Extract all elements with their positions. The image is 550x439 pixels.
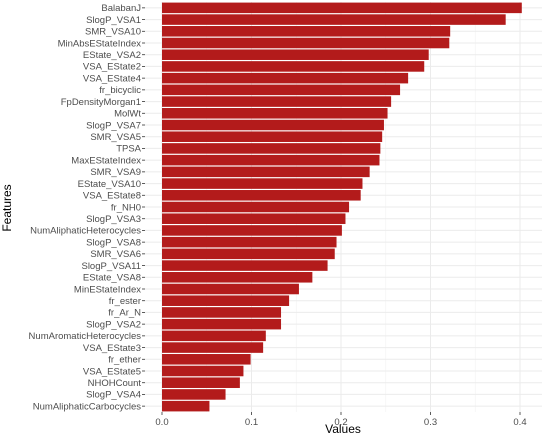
y-tick-label: VSA_EState4 xyxy=(83,73,141,84)
y-tick-label: SMR_VSA6 xyxy=(90,249,141,260)
bar-numaliphaticheterocycles xyxy=(162,225,342,236)
y-tick-label: MinEStateIndex xyxy=(74,284,141,295)
bar-slogp-vsa4 xyxy=(162,389,226,400)
y-axis-title: Features xyxy=(0,184,14,231)
bar-estate-vsa2 xyxy=(162,49,429,60)
y-tick-label: SlogP_VSA8 xyxy=(86,237,141,248)
bar-minestateindex xyxy=(162,283,299,295)
y-tick-label: SlogP_VSA3 xyxy=(86,214,141,225)
x-tick-label: 0.3 xyxy=(424,417,437,428)
y-tick-label: NumAromaticHeterocycles xyxy=(29,331,142,342)
bar-fr-nh0 xyxy=(162,201,350,213)
bar-fr-ar-n xyxy=(162,307,282,318)
bar-numaliphaticcarbocycles xyxy=(162,400,210,412)
y-tick-label: fr_NH0 xyxy=(111,202,141,213)
bar-slogp-vsa3 xyxy=(162,213,346,224)
bar-slogp-vsa1 xyxy=(162,14,506,25)
y-tick-label: BalabanJ xyxy=(101,3,141,14)
y-tick-label: VSA_EState5 xyxy=(83,366,141,377)
y-tick-label: SlogP_VSA1 xyxy=(86,15,141,26)
y-tick-label: NumAliphaticCarbocycles xyxy=(33,401,141,412)
y-tick-label: VSA_EState8 xyxy=(83,191,141,202)
bar-maxestateindex xyxy=(162,154,380,166)
y-tick-label: EState_VSA2 xyxy=(83,50,141,61)
y-tick-label: EState_VSA8 xyxy=(83,273,141,284)
y-tick-label: FpDensityMorgan1 xyxy=(61,97,141,108)
bar-numaromaticheterocycles xyxy=(162,330,266,342)
y-tick-label: SlogP_VSA7 xyxy=(86,120,141,131)
bar-slogp-vsa7 xyxy=(162,119,384,131)
bar-vsa-estate3 xyxy=(162,342,264,353)
x-tick-labels: 0.0 0.1 0.2 0.3 0.4 xyxy=(155,412,527,428)
x-tick-label: 0.1 xyxy=(245,417,258,428)
x-tick-label: 0.2 xyxy=(334,417,347,428)
y-tick-label: fr_bicyclic xyxy=(99,85,141,96)
x-axis-title: Values xyxy=(325,422,361,436)
bar-vsa-estate5 xyxy=(162,365,244,377)
bar-smr-vsa10 xyxy=(162,26,451,37)
bars xyxy=(162,2,522,412)
y-tick-label: fr_ether xyxy=(108,355,141,366)
bar-fpdensitymorgan1 xyxy=(162,96,392,107)
bar-balabanj xyxy=(162,2,522,14)
y-tick-label: MinAbsEStateIndex xyxy=(58,38,142,49)
y-tick-label: EState_VSA10 xyxy=(78,179,141,190)
y-tick-label: MaxEStateIndex xyxy=(71,155,141,166)
bar-vsa-estate2 xyxy=(162,61,425,72)
bar-smr-vsa6 xyxy=(162,248,335,260)
bar-nhohcount xyxy=(162,377,240,388)
y-tick-label: SMR_VSA9 xyxy=(90,167,141,178)
bar-tpsa xyxy=(162,143,381,154)
y-tick-label: SMR_VSA10 xyxy=(85,27,141,38)
bar-slogp-vsa8 xyxy=(162,236,337,248)
bar-fr-ester xyxy=(162,295,290,306)
bar-smr-vsa5 xyxy=(162,131,383,142)
bar-fr-ether xyxy=(162,354,251,365)
bar-slogp-vsa11 xyxy=(162,260,328,271)
x-tick-label: 0.0 xyxy=(155,417,168,428)
bar-estate-vsa8 xyxy=(162,272,313,283)
y-tick-label: VSA_EState2 xyxy=(83,62,141,73)
y-tick-label: SlogP_VSA4 xyxy=(86,390,141,401)
y-tick-label: NumAliphaticHeterocycles xyxy=(30,226,141,237)
bar-vsa-estate8 xyxy=(162,190,361,201)
y-tick-label: SlogP_VSA2 xyxy=(86,319,141,330)
y-tick-label: NHOHCount xyxy=(88,378,142,389)
bar-estate-vsa10 xyxy=(162,178,363,189)
bar-molwt xyxy=(162,108,388,119)
y-tick-label: TPSA xyxy=(116,144,141,155)
x-tick-label: 0.4 xyxy=(513,417,526,428)
bar-smr-vsa9 xyxy=(162,166,370,178)
bar-minabsestateindex xyxy=(162,37,450,49)
y-tick-label: fr_ester xyxy=(109,296,141,307)
bar-slogp-vsa2 xyxy=(162,318,282,330)
bar-fr-bicyclic xyxy=(162,84,401,96)
bar-vsa-estate4 xyxy=(162,72,409,84)
y-tick-label: SlogP_VSA11 xyxy=(81,261,141,272)
y-tick-label: MolWt xyxy=(114,109,141,120)
y-tick-label: VSA_EState3 xyxy=(83,343,141,354)
y-tick-labels: BalabanJSlogP_VSA1SMR_VSA10MinAbsEStateI… xyxy=(29,3,145,412)
y-tick-label: fr_Ar_N xyxy=(108,308,141,319)
y-tick-label: SMR_VSA5 xyxy=(90,132,141,143)
